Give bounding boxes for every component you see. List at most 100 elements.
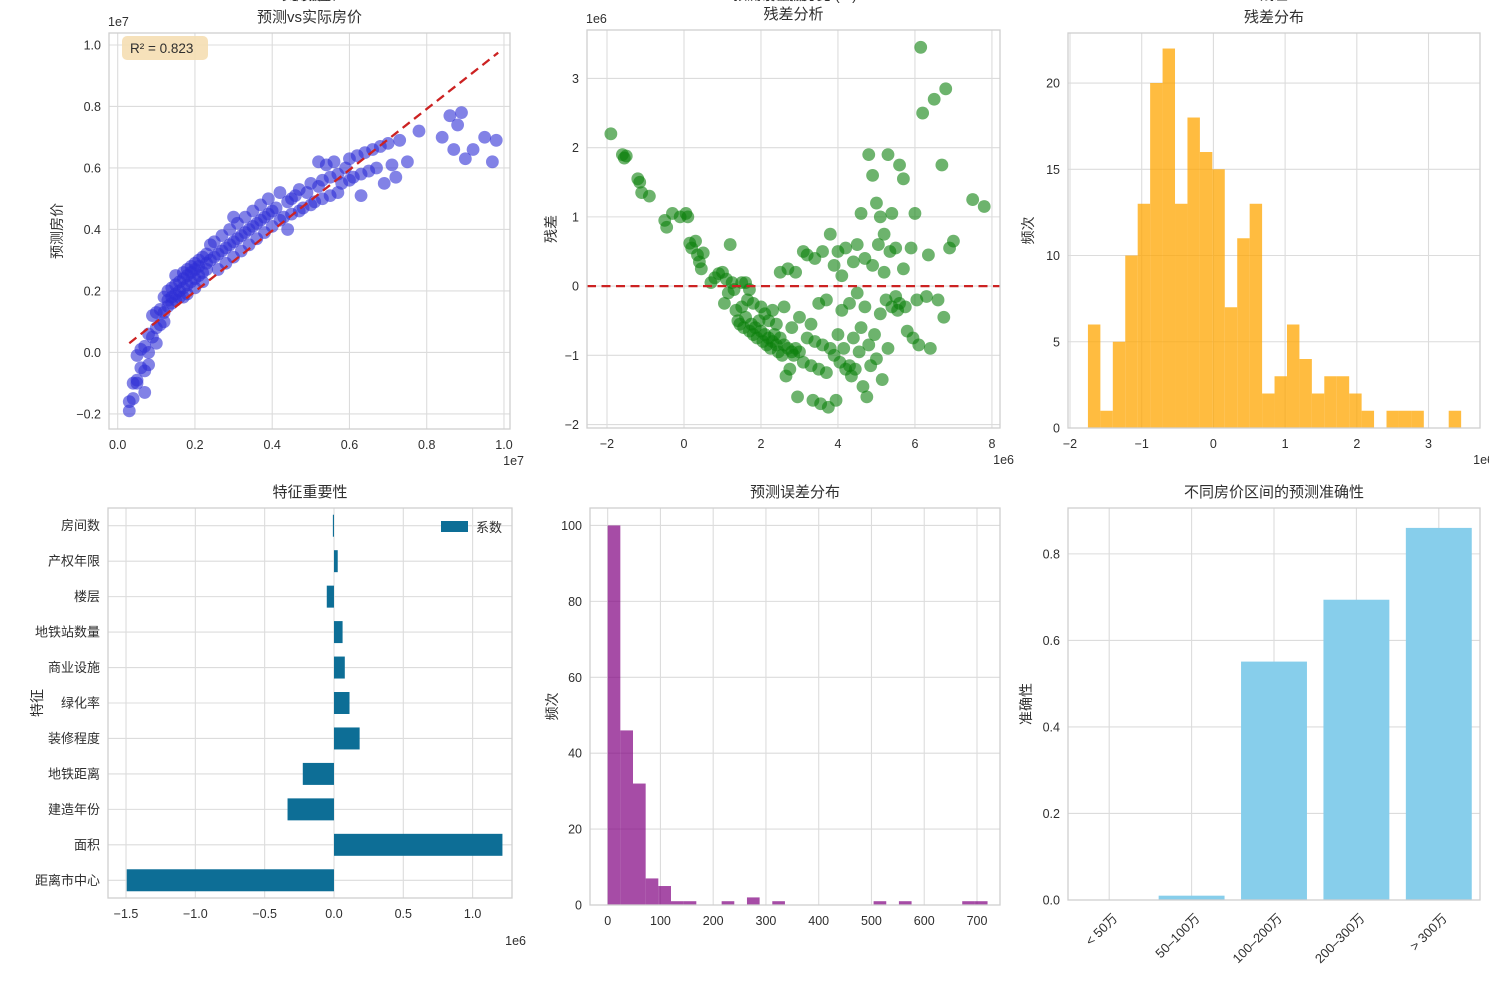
data-point bbox=[871, 238, 885, 251]
data-point bbox=[831, 328, 845, 341]
series bbox=[607, 525, 988, 905]
y-tick: 15 bbox=[1046, 163, 1060, 177]
y-category-label: 建造年份 bbox=[48, 802, 100, 817]
histogram-bar bbox=[1212, 169, 1225, 429]
x-tick: −2 bbox=[600, 437, 614, 451]
tick-labels: −2 −1 0 1 2 3 0 5 10 15 20 bbox=[1046, 77, 1432, 451]
data-point bbox=[157, 315, 171, 329]
bar-9 bbox=[333, 833, 503, 856]
bar-10 bbox=[126, 869, 334, 892]
x-tick: 2 bbox=[1353, 437, 1360, 451]
histogram-bar bbox=[1137, 203, 1151, 428]
legend: 系数 bbox=[441, 520, 502, 535]
x-category-label: 50–100万 bbox=[1152, 911, 1202, 961]
data-point bbox=[435, 130, 449, 144]
histogram-bar bbox=[1150, 83, 1163, 428]
data-point bbox=[852, 345, 866, 359]
histogram-bar bbox=[1237, 238, 1250, 428]
histogram-bar bbox=[1262, 393, 1275, 428]
data-point bbox=[860, 390, 874, 404]
data-point bbox=[412, 124, 426, 138]
x-scale-offset-text: 1e6 bbox=[993, 453, 1014, 467]
y-category-label: 地铁距离 bbox=[48, 766, 100, 781]
data-point bbox=[922, 248, 935, 262]
histogram-bar bbox=[772, 901, 785, 905]
data-point bbox=[870, 196, 883, 210]
y-axis-label: 频次 bbox=[1020, 217, 1036, 245]
x-category-label: > 300万 bbox=[1407, 911, 1450, 954]
x-scale-offset-text: 1e6 bbox=[1473, 453, 1489, 467]
axes-border bbox=[589, 507, 1001, 906]
data-point bbox=[862, 148, 876, 161]
tick-labels: −1.5 −1.0 −0.5 0.0 0.5 1.0 房间数产权年限楼层地铁站数量商业设施绿… bbox=[35, 518, 481, 921]
data-point bbox=[377, 176, 391, 190]
y-tick: 0.2 bbox=[1043, 807, 1060, 821]
y-tick: 0 bbox=[1053, 422, 1060, 436]
y-tick: 1.0 bbox=[84, 38, 101, 52]
y-scale-offset-text: 1e6 bbox=[586, 12, 607, 26]
data-point bbox=[485, 155, 499, 169]
y-axis-label: 预测房价 bbox=[49, 203, 65, 259]
x-tick: 200 bbox=[703, 914, 724, 928]
x-axis-label: 系数值 bbox=[289, 0, 331, 3]
y-axis-label: 频次 bbox=[544, 693, 560, 721]
data-point bbox=[927, 92, 941, 106]
data-point bbox=[916, 106, 930, 120]
data-point bbox=[269, 201, 283, 215]
y-category-label: 距离市中心 bbox=[35, 873, 100, 888]
x-tick: 4 bbox=[834, 437, 841, 451]
data-point bbox=[910, 293, 924, 307]
data-point bbox=[261, 192, 275, 206]
chart-title: 残差分布 bbox=[1244, 9, 1304, 26]
histogram-bar bbox=[1286, 324, 1300, 428]
r-squared-annotation: R² = 0.823 bbox=[122, 36, 208, 60]
x-tick: 0 bbox=[604, 914, 611, 928]
histogram-bar bbox=[1199, 152, 1213, 429]
data-point bbox=[642, 189, 656, 203]
series bbox=[604, 40, 991, 414]
histogram-bar bbox=[1274, 376, 1287, 428]
data-point bbox=[923, 342, 937, 355]
data-point bbox=[633, 175, 647, 189]
histogram-bar bbox=[1336, 376, 1350, 428]
gridlines bbox=[109, 33, 510, 429]
histogram-bar bbox=[1125, 255, 1138, 428]
x-scale-offset-text: 1e6 bbox=[505, 934, 526, 948]
y-tick: 3 bbox=[572, 72, 579, 86]
histogram-bar bbox=[1349, 393, 1362, 428]
bar-8 bbox=[287, 798, 334, 821]
data-point bbox=[149, 336, 163, 350]
series bbox=[126, 514, 503, 892]
data-point bbox=[850, 238, 864, 251]
histogram-bar bbox=[645, 878, 659, 905]
bar-1 bbox=[333, 550, 338, 573]
data-point bbox=[455, 106, 468, 120]
y-tick: 0.6 bbox=[1043, 634, 1060, 648]
histogram-bar bbox=[1175, 203, 1188, 428]
x-category-label: < 50万 bbox=[1082, 911, 1120, 949]
chart-accuracy-bar: 0.0 0.2 0.4 0.6 0.8 < 50万 50–100万 100–200万 200–3… bbox=[1018, 484, 1481, 966]
x-tick: −1 bbox=[1135, 437, 1149, 451]
histogram-bar bbox=[974, 901, 988, 905]
data-point bbox=[816, 245, 829, 258]
histogram-bar bbox=[1224, 307, 1238, 428]
y-tick: 40 bbox=[568, 747, 582, 761]
data-point bbox=[893, 158, 906, 172]
y-category-label: 房间数 bbox=[61, 518, 100, 533]
chart-title: 特征重要性 bbox=[272, 484, 347, 501]
chart-title: 残差分析 bbox=[763, 6, 823, 23]
data-point bbox=[820, 366, 833, 380]
x-tick: 1.0 bbox=[495, 438, 512, 452]
data-point bbox=[793, 310, 806, 324]
x-tick: 0.6 bbox=[341, 438, 358, 452]
y-tick: 20 bbox=[568, 823, 582, 837]
data-point bbox=[660, 220, 674, 234]
bar-3 bbox=[333, 621, 343, 644]
data-point bbox=[846, 255, 860, 269]
x-tick: 0.0 bbox=[325, 907, 342, 921]
data-point bbox=[393, 133, 407, 147]
y-category-label: 产权年限 bbox=[48, 554, 100, 569]
data-point bbox=[914, 40, 928, 54]
data-point bbox=[848, 362, 862, 376]
chart-title: 预测vs实际房价 bbox=[257, 9, 362, 26]
